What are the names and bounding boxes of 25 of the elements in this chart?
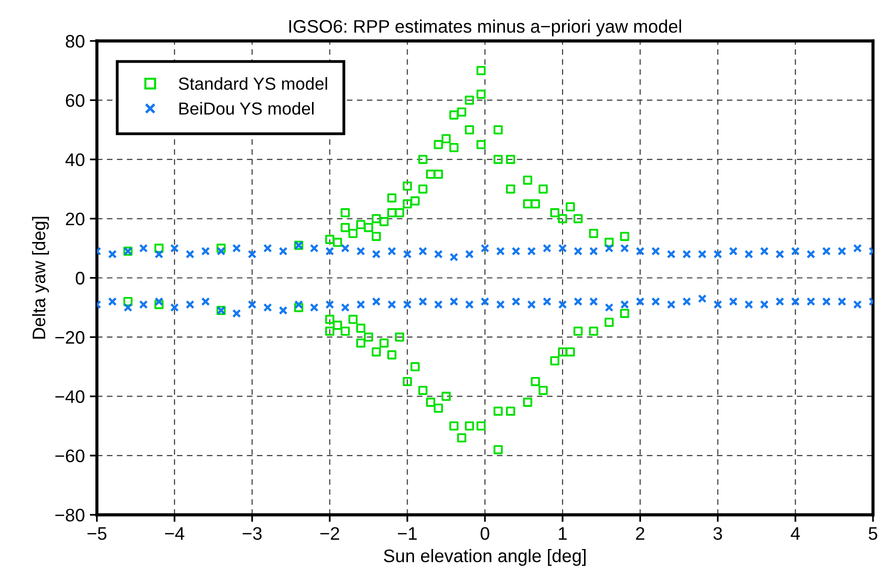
x-tick-label: −5	[88, 527, 106, 540]
y-tick-label: 20	[66, 212, 84, 226]
y-tick-label: 0	[76, 272, 84, 285]
y-tick-label: 80	[66, 34, 84, 48]
x-tick-label: 2	[636, 527, 644, 540]
x-tick-label: −2	[320, 527, 340, 540]
y-axis-title: Delta yaw [deg]	[32, 216, 49, 339]
x-tick-label: −4	[165, 527, 184, 540]
x-tick-label: −3	[242, 527, 262, 540]
y-tick-label: 40	[65, 153, 84, 166]
x-tick-label: 4	[790, 527, 800, 540]
x-tick-label: 5	[868, 527, 878, 540]
y-tick-label: −80	[55, 508, 84, 522]
y-tick-label: −40	[55, 390, 84, 404]
y-tick-label: −20	[55, 331, 84, 344]
x-tick-label: 1	[558, 527, 567, 540]
x-tick-label: 0	[480, 527, 490, 540]
legend-label: BeiDou YS model	[179, 102, 314, 115]
y-tick-label: 60	[66, 94, 84, 107]
y-tick-label: −60	[55, 450, 84, 462]
x-tick-label: 3	[713, 527, 722, 540]
x-axis-title: Sun elevation angle [deg]	[384, 548, 586, 566]
legend-label: Standard YS model	[178, 77, 328, 90]
x-tick-label: −1	[398, 527, 417, 540]
chart-title: IGSO6: RPP estimates minus a−priori yaw model	[289, 20, 682, 36]
